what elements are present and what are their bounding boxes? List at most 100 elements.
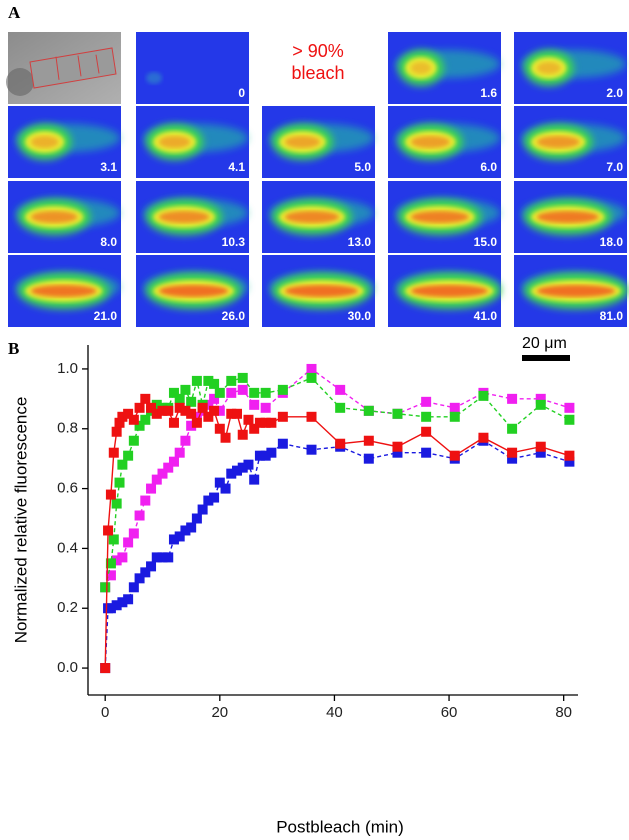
data-point [535,441,546,452]
data-point [260,417,271,428]
data-point [151,399,162,410]
data-point [140,393,151,404]
data-point [191,417,202,428]
time-label: 15.0 [474,235,498,249]
x-tick-label: 60 [441,704,458,721]
data-point [220,432,231,443]
x-tick-label: 20 [211,704,228,721]
time-label: 8.0 [100,235,117,249]
y-tick-label: 0.8 [57,420,78,437]
data-point [237,462,248,473]
data-point [186,420,197,431]
data-point [140,495,151,506]
data-point [249,387,260,398]
data-point [174,447,185,458]
data-point [214,477,225,488]
data-point [197,402,208,413]
cell-core [159,211,210,223]
time-label: 13.0 [348,235,372,249]
data-point [203,411,214,422]
cell-core [285,136,320,148]
data-point [260,450,271,461]
y-axis-title: Normalized relative fluorescence [11,397,30,644]
data-point [157,552,168,563]
data-point [123,408,134,419]
y-tick-label: 0.4 [57,539,78,556]
panel-label: B [8,339,19,358]
data-point [114,417,125,428]
y-tick-label: 0.0 [57,659,78,676]
cell-outline [95,54,100,74]
time-label: 7.0 [606,160,623,174]
data-point [209,492,220,503]
cell-core [159,285,229,297]
data-point [226,468,237,479]
data-point [363,435,374,446]
cell-outline [77,55,82,77]
data-point [105,489,116,500]
data-point [209,393,220,404]
data-point [507,393,518,404]
data-point [214,423,225,434]
data-point [306,411,317,422]
data-point [535,447,546,458]
data-point [249,399,260,410]
data-point [174,531,185,542]
data-point [117,459,128,470]
y-tick-label: 1.0 [57,360,78,377]
cell-core [411,285,488,297]
data-point [180,525,191,536]
time-label: 81.0 [600,309,624,323]
time-label: 1.6 [480,86,497,100]
data-point [191,411,202,422]
data-point [134,510,145,521]
data-point [226,387,237,398]
data-point [254,450,265,461]
cell-core [31,136,59,148]
time-label: 26.0 [222,309,246,323]
data-point [117,411,128,422]
data-point [191,513,202,524]
data-point [507,423,518,434]
data-point [335,402,346,413]
data-point [232,408,243,419]
cell-core [31,285,97,297]
data-point [134,573,145,584]
data-point [564,402,575,413]
data-point [392,441,403,452]
data-point [277,384,288,395]
data-point [163,405,174,416]
data-point [128,435,139,446]
data-point [306,363,317,374]
data-point [243,459,254,470]
x-tick-label: 40 [326,704,343,721]
data-point [186,522,197,533]
data-point [260,387,271,398]
data-point [163,462,174,473]
data-point [134,402,145,413]
data-point [237,384,248,395]
time-label: 4.1 [228,160,245,174]
data-point [151,408,162,419]
data-point [306,372,317,383]
data-point [134,420,145,431]
cell-outline [55,56,60,80]
time-label: 41.0 [474,309,498,323]
data-point [266,417,277,428]
data-point [186,408,197,419]
data-point [203,399,214,410]
data-point [157,468,168,479]
data-point [128,582,139,593]
time-label: 5.0 [354,160,371,174]
data-point [254,417,265,428]
y-tick-label: 0.2 [57,599,78,616]
data-point [114,477,125,488]
data-point [203,375,214,386]
image-grid: 0 > 90%bleach 1.6 2.0 3.1 4.1 5.0 6.0 7.0 8.0 10.3… [6,32,628,327]
data-point [260,402,271,413]
data-point [209,378,220,389]
data-point [392,408,403,419]
data-point [117,597,128,608]
data-point [226,408,237,419]
data-point [108,447,119,458]
